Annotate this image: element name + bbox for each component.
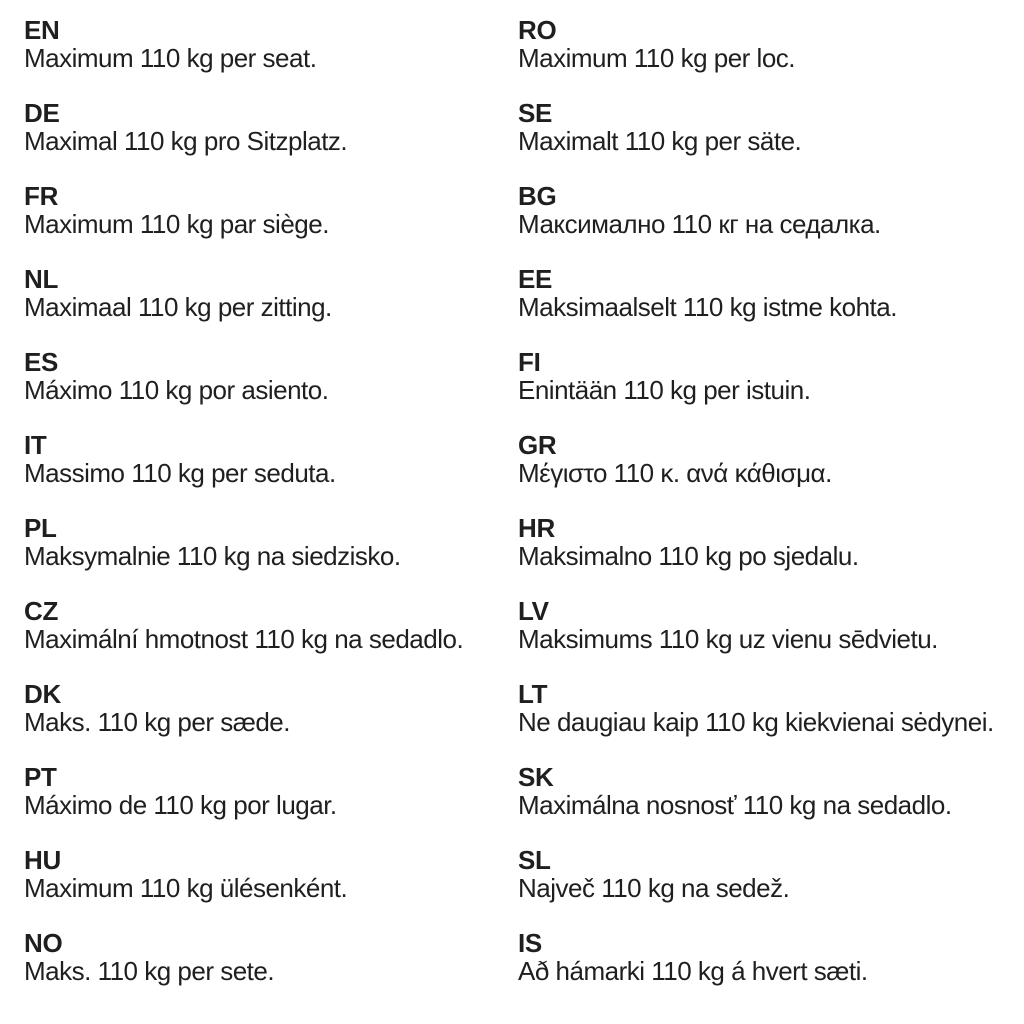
language-code: HR <box>518 513 555 543</box>
language-code: ES <box>24 347 59 377</box>
translation-text: Ne daugiau kaip 110 kg kiekvienai sėdyne… <box>518 707 994 737</box>
language-entry: ES Máximo 110 kg por asiento. <box>24 348 463 404</box>
translation-text: Maksimums 110 kg uz vienu sēdvietu. <box>518 624 938 654</box>
translation-text: Maksimaalselt 110 kg istme kohta. <box>518 292 897 322</box>
language-code: FR <box>24 181 59 211</box>
language-column-right: RO Maximum 110 kg per loc. SE Maximalt 110 … <box>518 16 994 1012</box>
translation-text: Maximum 110 kg per loc. <box>518 43 796 73</box>
language-entry: DE Maximal 110 kg pro Sitzplatz. <box>24 99 463 155</box>
translation-text: Maximální hmotnost 110 kg na sedadlo. <box>24 624 464 654</box>
translation-text: Maximum 110 kg ülésenként. <box>24 873 348 903</box>
translation-text: Максимално 110 кг на седалка. <box>518 209 881 239</box>
language-code: NO <box>24 928 63 958</box>
language-entry: EE Maksimaalselt 110 kg istme kohta. <box>518 265 994 321</box>
translation-text: Maximálna nosnosť 110 kg na sedadlo. <box>518 790 952 820</box>
translation-text: Maximum 110 kg per seat. <box>24 43 317 73</box>
language-entry: RO Maximum 110 kg per loc. <box>518 16 994 72</box>
translation-text: Maks. 110 kg per sete. <box>24 956 275 986</box>
translation-text: Maximal 110 kg pro Sitzplatz. <box>24 126 348 156</box>
language-entry: NL Maximaal 110 kg per zitting. <box>24 265 463 321</box>
language-entry: PL Maksymalnie 110 kg na siedzisko. <box>24 514 463 570</box>
translation-text: Maximum 110 kg par siège. <box>24 209 329 239</box>
language-code: GR <box>518 430 557 460</box>
language-code: SE <box>518 98 553 128</box>
translation-text: Maksymalnie 110 kg na siedzisko. <box>24 541 401 571</box>
translation-text: Massimo 110 kg per seduta. <box>24 458 336 488</box>
translation-text: Maks. 110 kg per sæde. <box>24 707 291 737</box>
language-code: LV <box>518 596 549 626</box>
language-code: RO <box>518 15 557 45</box>
language-code: IS <box>518 928 542 958</box>
language-entry: IT Massimo 110 kg per seduta. <box>24 431 463 487</box>
language-entry: GR Μέγιστο 110 κ. ανά κάθισμα. <box>518 431 994 487</box>
language-code: EE <box>518 264 553 294</box>
language-code: HU <box>24 845 61 875</box>
language-entry: LT Ne daugiau kaip 110 kg kiekvienai sėdy… <box>518 680 994 736</box>
translation-text: Μέγιστο 110 κ. ανά κάθισμα. <box>518 458 832 488</box>
language-code: DE <box>24 98 60 128</box>
language-entry: IS Að hámarki 110 kg á hvert sæti. <box>518 929 994 985</box>
language-code: EN <box>24 15 60 45</box>
translation-text: Maximalt 110 kg per säte. <box>518 126 802 156</box>
language-code: DK <box>24 679 61 709</box>
language-code: SL <box>518 845 551 875</box>
translation-text: Maximaal 110 kg per zitting. <box>24 292 332 322</box>
language-code: BG <box>518 181 557 211</box>
translation-text: Máximo 110 kg por asiento. <box>24 375 329 405</box>
language-code: LT <box>518 679 548 709</box>
language-entry: CZ Maximální hmotnost 110 kg na sedadlo. <box>24 596 464 654</box>
language-column-left: EN Maximum 110 kg per seat. DE Maximal 110 … <box>24 16 464 1012</box>
language-code: PL <box>24 513 57 543</box>
language-entry: SL Največ 110 kg na sedež. <box>518 846 994 902</box>
language-entry: FI Enintään 110 kg per istuin. <box>518 348 994 404</box>
translation-text: Največ 110 kg na sedež. <box>518 873 790 903</box>
translation-text: Maksimalno 110 kg po sjedalu. <box>518 541 859 571</box>
language-entry: BG Максимално 110 кг на седалка. <box>518 182 994 238</box>
language-code: FI <box>518 347 541 377</box>
language-entry: DK Maks. 110 kg per sæde. <box>24 680 463 736</box>
language-code: NL <box>24 264 59 294</box>
language-code: PT <box>24 762 57 792</box>
language-entry: NO Maks. 110 kg per sete. <box>24 929 463 985</box>
language-entry: EN Maximum 110 kg per seat. <box>24 16 463 72</box>
language-code: CZ <box>24 596 59 626</box>
language-entry: SK Maximálna nosnosť 110 kg na sedadlo. <box>518 763 994 819</box>
language-entry: FR Maximum 110 kg par siège. <box>24 182 463 238</box>
language-code: SK <box>518 762 554 792</box>
language-entry: HU Maximum 110 kg ülésenként. <box>24 846 463 902</box>
translation-text: Enintään 110 kg per istuin. <box>518 375 811 405</box>
translation-text: Máximo de 110 kg por lugar. <box>24 790 337 820</box>
language-entry: SE Maximalt 110 kg per säte. <box>518 99 994 155</box>
language-entry: HR Maksimalno 110 kg po sjedalu. <box>518 514 994 570</box>
translation-text: Að hámarki 110 kg á hvert sæti. <box>518 956 868 986</box>
language-entry: LV Maksimums 110 kg uz vienu sēdvietu. <box>518 597 994 653</box>
language-code: IT <box>24 430 47 460</box>
language-entry: PT Máximo de 110 kg por lugar. <box>24 763 463 819</box>
